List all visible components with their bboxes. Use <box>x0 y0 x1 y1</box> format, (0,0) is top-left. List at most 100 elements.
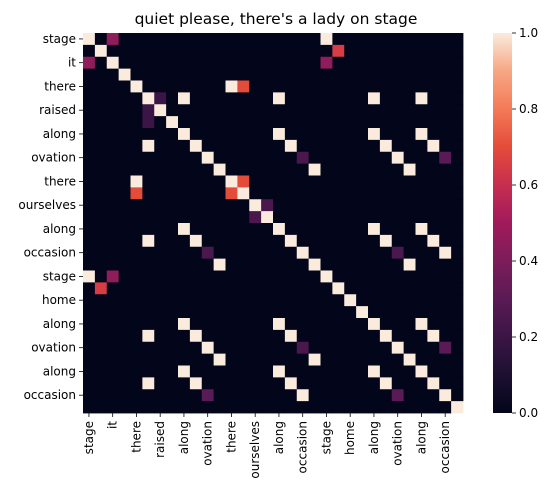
heatmap-cell <box>451 199 464 212</box>
heatmap-cell <box>439 365 452 378</box>
heatmap-cell <box>415 223 428 236</box>
heatmap-cell <box>403 139 416 153</box>
heatmap-cell <box>379 104 393 117</box>
heatmap-cell <box>379 116 393 129</box>
heatmap-cell <box>284 128 298 141</box>
heatmap-cell <box>356 92 369 105</box>
heatmap-cell <box>213 377 226 390</box>
heatmap-cell <box>154 353 167 366</box>
heatmap-cell <box>201 44 215 58</box>
heatmap-cell <box>130 223 143 236</box>
heatmap-cell <box>391 365 405 378</box>
heatmap-cell <box>379 92 393 105</box>
heatmap-cell <box>261 282 274 295</box>
heatmap-cell <box>344 270 357 283</box>
heatmap-cell <box>178 318 191 331</box>
heatmap-cell <box>451 318 464 331</box>
heatmap-cell <box>249 80 262 93</box>
heatmap-cell <box>332 223 345 236</box>
heatmap-cell <box>237 234 250 248</box>
heatmap-cell <box>356 175 369 188</box>
heatmap-cell <box>142 33 155 46</box>
y-tick-label: ourselves <box>18 198 76 212</box>
heatmap-cell <box>368 199 381 212</box>
heatmap-cell <box>142 246 155 260</box>
heatmap-cell <box>427 306 440 319</box>
heatmap-cell <box>391 282 405 295</box>
heatmap-cell <box>118 80 131 93</box>
colorbar-tick-label: 0.2 <box>519 330 538 344</box>
heatmap-cell <box>130 353 143 366</box>
heatmap-cell <box>356 353 369 366</box>
heatmap-cell <box>237 389 250 402</box>
heatmap-cell <box>427 56 440 70</box>
heatmap-cell <box>379 139 393 153</box>
colorbar-tick-label: 0.0 <box>519 406 538 420</box>
x-tick-label: home <box>343 421 357 455</box>
heatmap-cell <box>368 139 381 153</box>
heatmap-cell <box>415 139 428 153</box>
heatmap-cell <box>273 151 286 165</box>
heatmap-cell <box>154 329 167 343</box>
heatmap-cell <box>213 318 226 331</box>
heatmap-cell <box>273 306 286 319</box>
heatmap-cell <box>154 223 167 236</box>
heatmap-cell <box>379 258 393 271</box>
heatmap-cell <box>427 104 440 117</box>
heatmap-cell <box>332 80 345 93</box>
heatmap-cell <box>451 128 464 141</box>
heatmap-cell <box>391 306 405 319</box>
y-tick-label: stage <box>43 269 76 283</box>
heatmap-cell <box>439 80 452 93</box>
heatmap-cell <box>284 68 298 81</box>
heatmap-cell <box>225 80 238 93</box>
heatmap-cell <box>106 68 120 81</box>
heatmap-cell <box>106 187 120 200</box>
heatmap-cell <box>439 116 452 129</box>
heatmap-cell <box>296 353 310 366</box>
heatmap-cell <box>403 270 416 283</box>
heatmap-cell <box>154 139 167 153</box>
heatmap-cell <box>189 139 203 153</box>
heatmap-cell <box>451 258 464 271</box>
heatmap-cell <box>344 151 357 165</box>
heatmap-cell <box>451 329 464 343</box>
chart-title: quiet please, there's a lady on stage <box>135 10 418 28</box>
y-tick-label: along <box>43 127 76 141</box>
heatmap-cell <box>273 44 286 58</box>
heatmap-cell <box>320 246 333 260</box>
heatmap-cell <box>439 377 452 390</box>
heatmap-cell <box>142 44 155 58</box>
heatmap-cell <box>379 163 393 176</box>
heatmap-cell <box>439 294 452 307</box>
heatmap-cell <box>237 223 250 236</box>
heatmap-cell <box>344 234 357 248</box>
heatmap-cell <box>368 104 381 117</box>
heatmap-cell <box>142 365 155 378</box>
heatmap-cell <box>427 389 440 402</box>
heatmap-cell <box>320 389 333 402</box>
heatmap-cell <box>142 163 155 176</box>
heatmap-cell <box>94 33 108 46</box>
heatmap-cell <box>237 56 250 70</box>
heatmap-cell <box>106 33 120 46</box>
heatmap-cell <box>368 128 381 141</box>
heatmap-cell <box>225 329 238 343</box>
heatmap-cell <box>368 223 381 236</box>
heatmap-cell <box>344 294 357 307</box>
heatmap-cell <box>178 44 191 58</box>
heatmap-cell <box>320 128 333 141</box>
heatmap-cell <box>284 104 298 117</box>
heatmap-cell <box>237 151 250 165</box>
heatmap-cell <box>130 68 143 81</box>
heatmap-cell <box>118 199 131 212</box>
heatmap-cell <box>427 68 440 81</box>
heatmap-cell <box>344 80 357 93</box>
heatmap-cell <box>154 234 167 248</box>
heatmap-cell <box>284 282 298 295</box>
heatmap-cell <box>332 116 345 129</box>
heatmap-cell <box>296 401 310 414</box>
heatmap-cell <box>178 234 191 248</box>
heatmap-cell <box>427 128 440 141</box>
